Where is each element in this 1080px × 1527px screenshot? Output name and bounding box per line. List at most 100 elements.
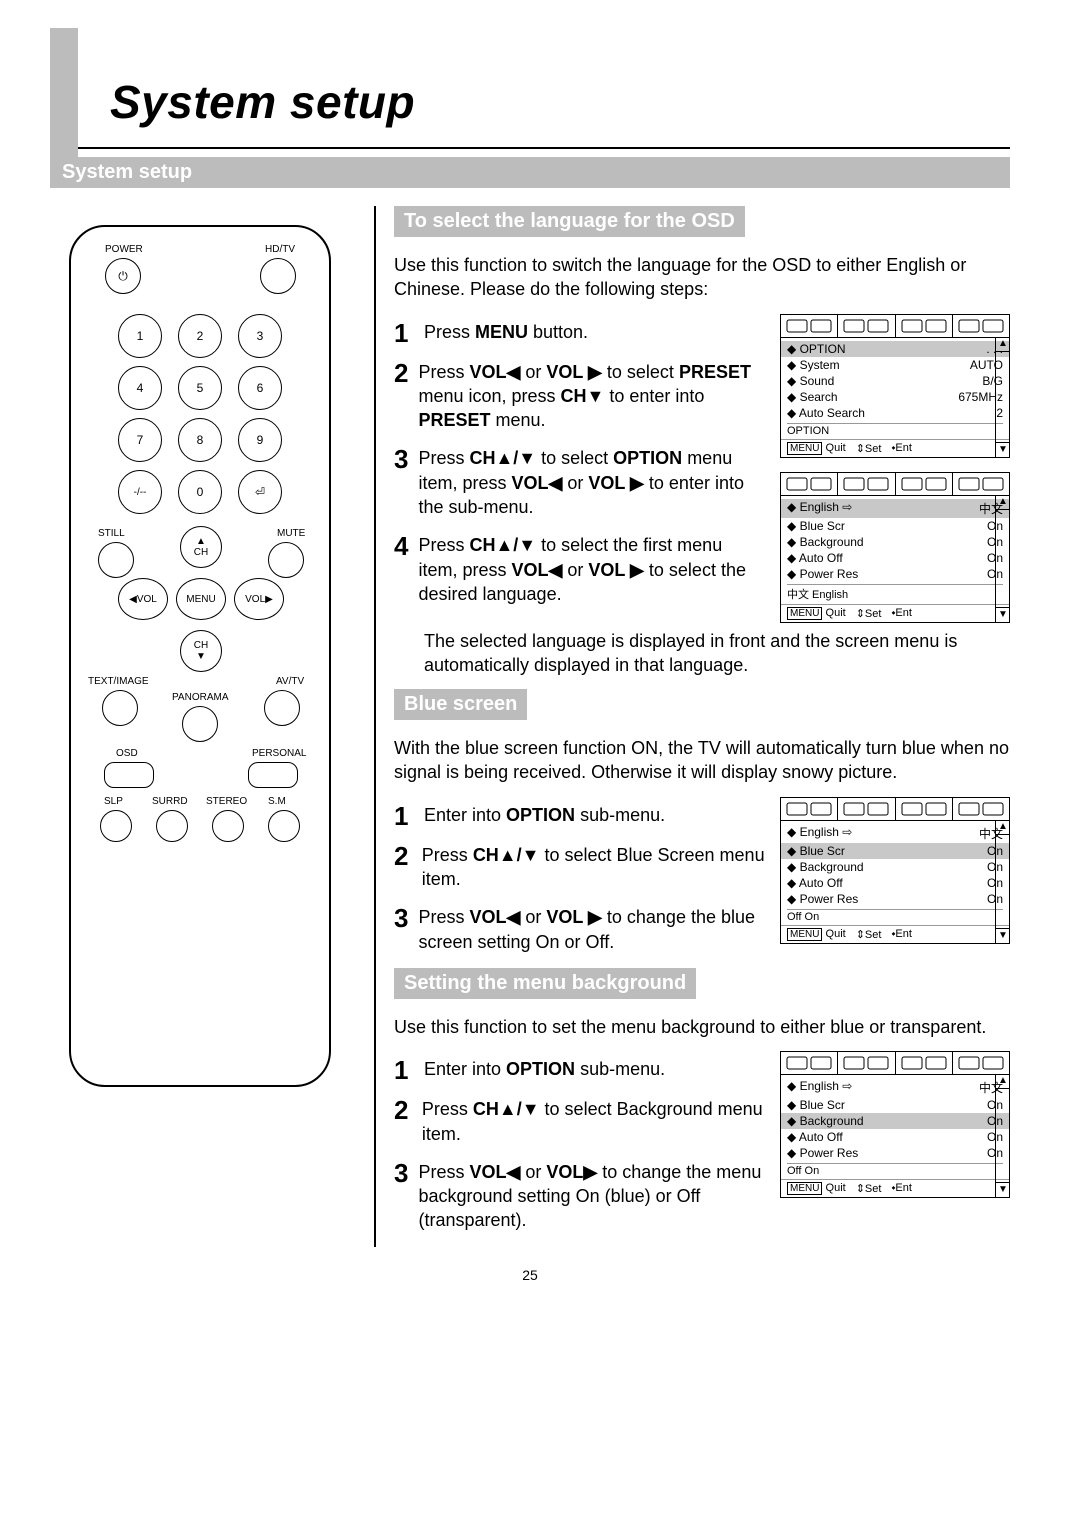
- avtv-button[interactable]: [264, 690, 300, 726]
- label-slp: SLP: [104, 796, 123, 807]
- step: 1Press MENU button.: [394, 320, 766, 346]
- surrd-button[interactable]: [156, 810, 188, 842]
- osd-row: BackgroundOn: [787, 859, 1003, 875]
- step-text: Enter into OPTION sub-menu.: [424, 803, 665, 827]
- digit-4[interactable]: 4: [118, 366, 162, 410]
- osd-tabs: [781, 473, 1009, 496]
- osd-set: ⇕Set: [856, 928, 882, 941]
- step: 2 Press CH▲/▼ to select Background menu i…: [394, 1097, 766, 1146]
- vol-right-button[interactable]: VOL▶: [234, 578, 284, 620]
- osd-ent: ⬩Ent: [891, 928, 911, 941]
- still-button[interactable]: [98, 542, 134, 578]
- slp-button[interactable]: [100, 810, 132, 842]
- osd-tab-icon: [838, 1052, 895, 1074]
- osd-set: ⇕Set: [856, 442, 882, 455]
- step-number: 4: [394, 533, 408, 559]
- osd-row: BackgroundOn: [781, 1113, 1009, 1129]
- heading-osd-language: To select the language for the OSD: [394, 206, 745, 237]
- step-text: Press CH▲/▼ to select OPTION menu item, …: [418, 446, 766, 519]
- osd-status: OPTION: [787, 423, 1003, 437]
- osd-tab-icon: [781, 798, 838, 820]
- digit-return[interactable]: ⏎: [238, 470, 282, 514]
- osd-row: Blue ScrOn: [787, 1097, 1003, 1113]
- divider: [50, 147, 1010, 149]
- step-number: 1: [394, 803, 414, 829]
- osd-tab-icon: [953, 1052, 1009, 1074]
- menu-button[interactable]: MENU: [176, 578, 226, 620]
- osd-label: Auto Search: [787, 406, 865, 420]
- osd-tab-icon: [953, 473, 1009, 495]
- osd-tabs: [781, 798, 1009, 821]
- content-column: To select the language for the OSD Use t…: [374, 206, 1010, 1247]
- text-image-button[interactable]: [102, 690, 138, 726]
- osd-menu-option-lang: English ⇨中文Blue ScrOnBackgroundOnAuto Of…: [780, 472, 1010, 623]
- osd-label: Auto Off: [787, 876, 843, 890]
- osd-button[interactable]: [104, 762, 154, 788]
- stereo-button[interactable]: [212, 810, 244, 842]
- digit-1[interactable]: 1: [118, 314, 162, 358]
- osd-scrollbar: ▲▼: [995, 495, 1010, 622]
- panorama-button[interactable]: [182, 706, 218, 742]
- remote-control: POWER HD/TV ⏻ 1 2 3 4 5 6 7 8 9 -/-- 0 ⏎…: [60, 216, 340, 1101]
- ch-up-button[interactable]: ▲CH: [180, 526, 222, 568]
- digit-0[interactable]: 0: [178, 470, 222, 514]
- osd-footer: MENU Quit⇕Set⬩Ent: [781, 604, 1009, 622]
- step-number: 2: [394, 1097, 412, 1123]
- power-button[interactable]: ⏻: [105, 258, 141, 294]
- osd-body: OPTION. . .SystemAUTOSoundB/GSearch675MH…: [781, 338, 1009, 439]
- osd-tab-icon: [781, 473, 838, 495]
- label-surrd: SURRD: [152, 796, 188, 807]
- osd-tab-icon: [896, 315, 953, 337]
- osd-row: Auto OffOn: [787, 875, 1003, 891]
- osd-tab-icon: [896, 798, 953, 820]
- label-stereo: STEREO: [206, 796, 247, 807]
- label-personal: PERSONAL: [252, 748, 306, 759]
- step-number: 1: [394, 1057, 414, 1083]
- personal-button[interactable]: [248, 762, 298, 788]
- scroll-down-icon: ▼: [996, 928, 1010, 943]
- sm-button[interactable]: [268, 810, 300, 842]
- label-still: STILL: [98, 528, 125, 539]
- osd-label: Background: [787, 1114, 864, 1128]
- osd-label: Power Res: [787, 567, 858, 581]
- digit-2[interactable]: 2: [178, 314, 222, 358]
- page-title: System setup: [110, 75, 1010, 129]
- osd-body: English ⇨中文Blue ScrOnBackgroundOnAuto Of…: [781, 1075, 1009, 1179]
- vol-left-button[interactable]: ◀VOL: [118, 578, 168, 620]
- osd-scrollbar: ▲▼: [995, 820, 1010, 943]
- osd-label: Power Res: [787, 1146, 858, 1160]
- osd-menu-preset: OPTION. . .SystemAUTOSoundB/GSearch675MH…: [780, 314, 1010, 458]
- osd-label: OPTION: [787, 342, 846, 356]
- heading-menu-background: Setting the menu background: [394, 968, 696, 999]
- osd-menu-option-blue: English ⇨中文Blue ScrOnBackgroundOnAuto Of…: [780, 797, 1010, 944]
- digit-7[interactable]: 7: [118, 418, 162, 462]
- osd-label: Background: [787, 860, 864, 874]
- ch-down-button[interactable]: CH▼: [180, 630, 222, 672]
- scroll-up-icon: ▲: [996, 495, 1010, 510]
- osd-ent: ⬩Ent: [891, 607, 911, 620]
- hdtv-button[interactable]: [260, 258, 296, 294]
- step-number: 1: [394, 320, 414, 346]
- menu-box-icon: MENU: [787, 442, 822, 455]
- digit-6[interactable]: 6: [238, 366, 282, 410]
- side-tab: [50, 28, 78, 158]
- step-text: Enter into OPTION sub-menu.: [424, 1057, 665, 1081]
- osd-row: Auto OffOn: [787, 1129, 1003, 1145]
- step: 1 Enter into OPTION sub-menu.: [394, 1057, 766, 1083]
- digit-3[interactable]: 3: [238, 314, 282, 358]
- label-hdtv: HD/TV: [265, 244, 295, 255]
- osd-row: Search675MHz: [787, 389, 1003, 405]
- osd-tab-icon: [781, 315, 838, 337]
- digit-5[interactable]: 5: [178, 366, 222, 410]
- osd-label: Blue Scr: [787, 844, 845, 858]
- osd-tab-icon: [953, 315, 1009, 337]
- osd-tabs: [781, 315, 1009, 338]
- step: 4Press CH▲/▼ to select the first menu it…: [394, 533, 766, 606]
- digit-dash[interactable]: -/--: [118, 470, 162, 514]
- digit-8[interactable]: 8: [178, 418, 222, 462]
- osd-row: English ⇨中文: [781, 499, 1009, 518]
- mute-button[interactable]: [268, 542, 304, 578]
- digit-9[interactable]: 9: [238, 418, 282, 462]
- step-text: Press CH▲/▼ to select Background menu it…: [422, 1097, 766, 1146]
- heading-blue-screen: Blue screen: [394, 689, 527, 720]
